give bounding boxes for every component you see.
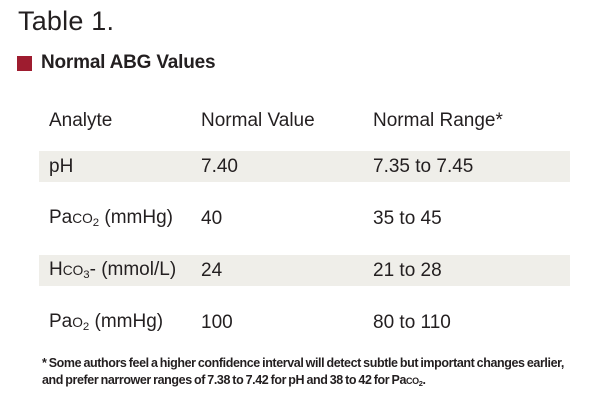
table-row: Hco3- (mmol/L) 24 21 to 28 xyxy=(39,255,570,286)
range-cell: 80 to 110 xyxy=(373,311,451,333)
range-cell: 35 to 45 xyxy=(373,207,442,229)
abg-table: Analyte Normal Value Normal Range* pH 7.… xyxy=(39,106,570,359)
value-cell: 24 xyxy=(201,259,223,281)
analyte-cell: Paco2 (mmHg) xyxy=(49,207,173,230)
table-row: pH 7.40 7.35 to 7.45 xyxy=(39,151,570,182)
column-header-analyte: Analyte xyxy=(49,110,113,131)
footnote: * Some authors feel a higher confidence … xyxy=(42,355,598,392)
table-header-row: Analyte Normal Value Normal Range* xyxy=(39,106,570,136)
footnote-line: and prefer narrower ranges of 7.38 to 7.… xyxy=(42,373,426,389)
page-title: Table 1. xyxy=(18,6,115,36)
caption-label: Normal ABG Values xyxy=(41,52,216,73)
footnote-line: * Some authors feel a higher confidence … xyxy=(42,356,564,370)
table-row: Pao2 (mmHg) 100 80 to 110 xyxy=(39,307,570,338)
table-caption: Normal ABG Values xyxy=(17,52,216,74)
analyte-cell: Hco3- (mmol/L) xyxy=(49,259,177,282)
analyte-cell: pH xyxy=(49,155,74,177)
range-cell: 21 to 28 xyxy=(373,259,442,281)
value-cell: 40 xyxy=(201,207,223,229)
table-row: Paco2 (mmHg) 40 35 to 45 xyxy=(39,203,570,234)
table-body: pH 7.40 7.35 to 7.45 Paco2 (mmHg) 40 35 … xyxy=(39,151,570,338)
value-cell: 100 xyxy=(201,311,233,333)
value-cell: 7.40 xyxy=(201,155,238,177)
column-header-normal-range: Normal Range* xyxy=(373,110,503,131)
bullet-square-icon xyxy=(17,55,32,71)
range-cell: 7.35 to 7.45 xyxy=(373,155,474,177)
analyte-cell: Pao2 (mmHg) xyxy=(49,311,164,334)
column-header-normal-value: Normal Value xyxy=(201,110,315,131)
